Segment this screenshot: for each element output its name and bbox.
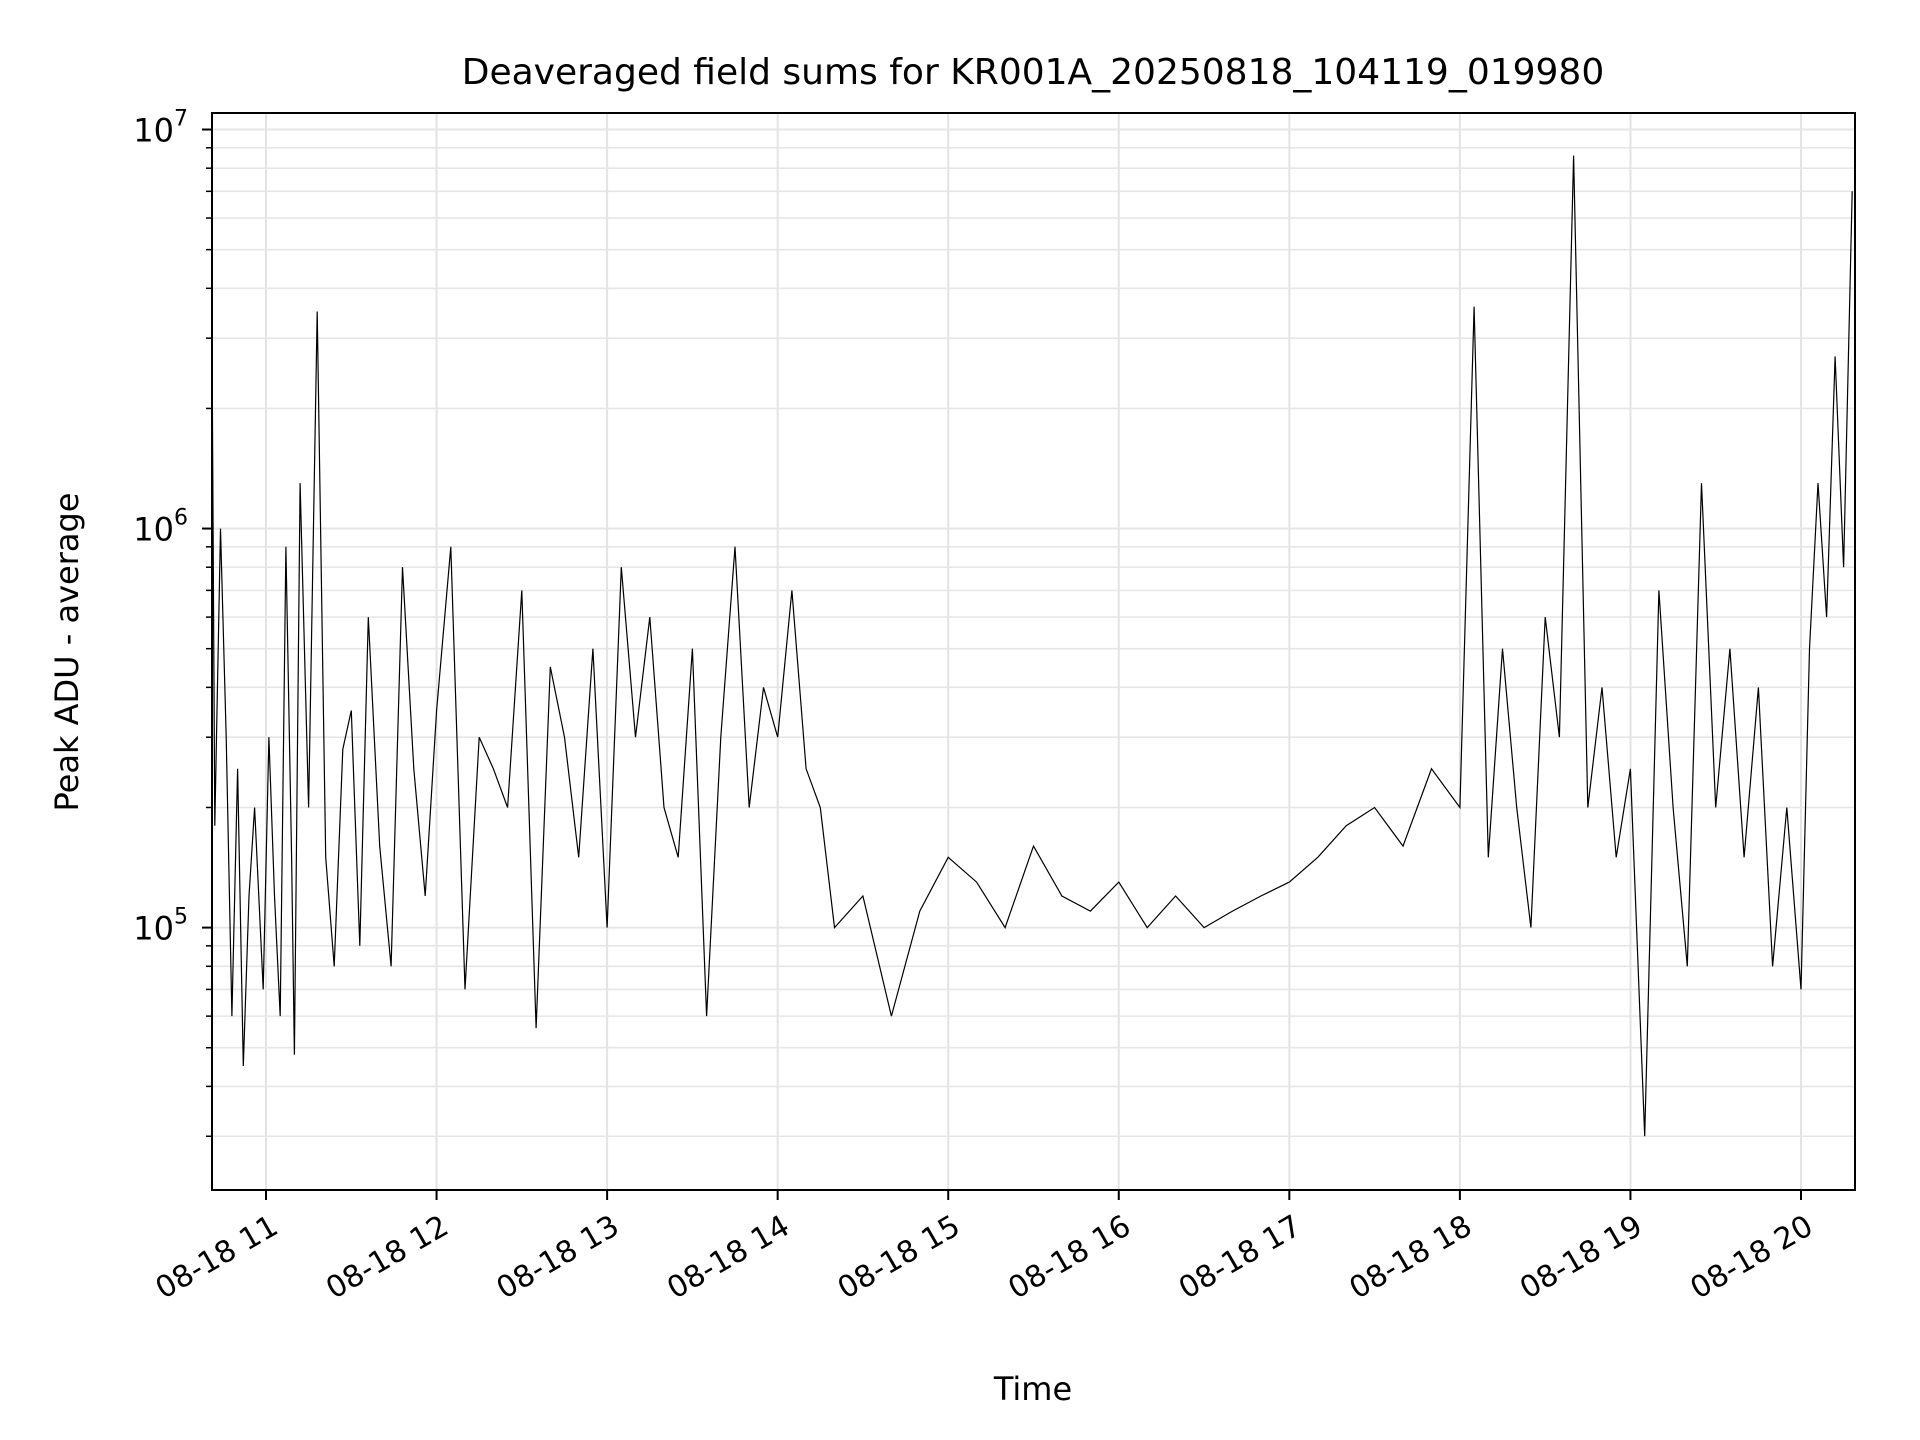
x-tick-label: 08-18 15 (832, 1209, 966, 1307)
x-tick-label: 08-18 20 (1685, 1209, 1819, 1307)
grid-lines (212, 113, 1855, 1190)
y-tick-label: 106 (133, 506, 188, 549)
y-tick-label: 107 (133, 107, 188, 150)
x-tick-label: 08-18 14 (661, 1209, 795, 1307)
plot-frame (211, 112, 1856, 1191)
chart-title: Deaveraged field sums for KR001A_2025081… (462, 52, 1605, 93)
series-line-peak-adu (211, 155, 1853, 1137)
y-tick-label: 105 (133, 905, 188, 948)
x-axis-label: Time (993, 1370, 1072, 1408)
x-tick-label: 08-18 12 (320, 1209, 454, 1307)
y-axis-ticks: 105 106 107 (133, 107, 212, 1137)
x-tick-label: 08-18 18 (1344, 1209, 1478, 1307)
x-tick-label: 08-18 17 (1173, 1209, 1307, 1307)
x-tick-label: 08-18 11 (150, 1209, 284, 1307)
x-tick-label: 08-18 13 (491, 1209, 625, 1307)
y-axis-label: Peak ADU - average (48, 493, 86, 812)
x-tick-label: 08-18 19 (1514, 1209, 1648, 1307)
x-axis-ticks: 08-18 11 08-18 12 08-18 13 08-18 14 08-18 15… (150, 1190, 1819, 1306)
x-tick-label: 08-18 16 (1002, 1209, 1136, 1307)
